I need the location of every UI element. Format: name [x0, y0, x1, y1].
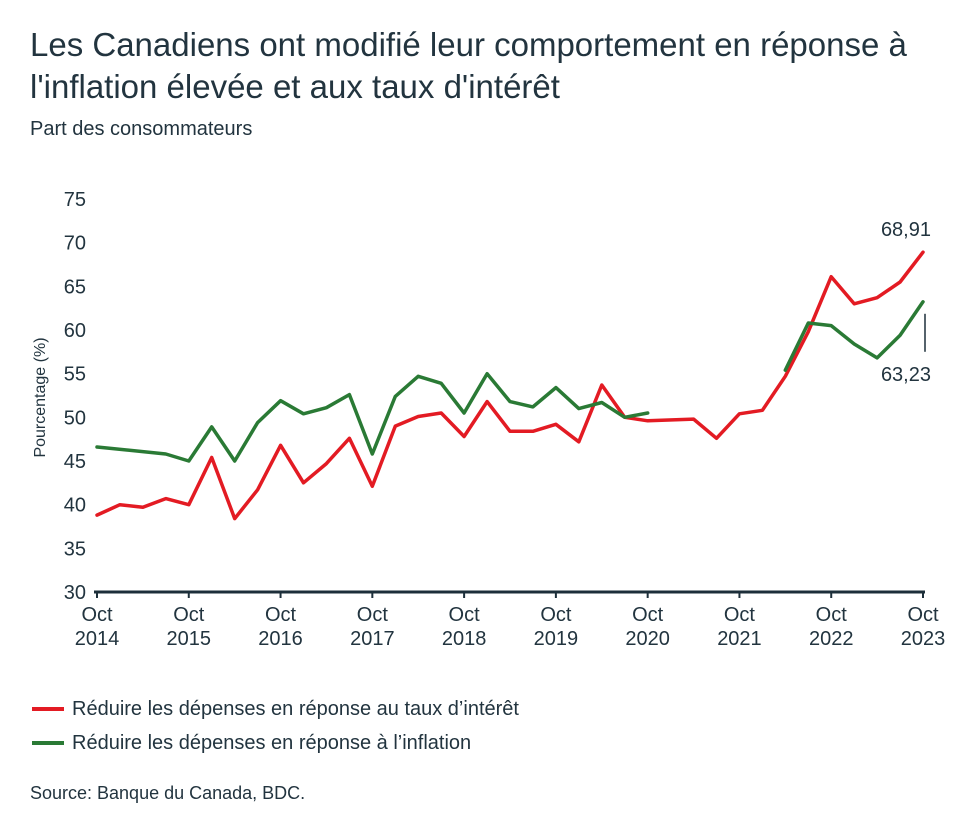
- y-tick-label: 30: [64, 582, 86, 604]
- x-tick-label-year: 2017: [350, 628, 395, 650]
- legend-swatch-inflation: [32, 741, 64, 745]
- x-tick-label-month: Oct: [816, 604, 848, 626]
- x-tick-label-year: 2023: [901, 628, 946, 650]
- x-tick-label-month: Oct: [724, 604, 756, 626]
- x-tick-label-month: Oct: [265, 604, 297, 626]
- x-tick-label-month: Oct: [632, 604, 664, 626]
- x-tick-label-year: 2014: [75, 628, 120, 650]
- legend-item-interest: Réduire les dépenses en réponse au taux …: [32, 692, 519, 726]
- y-tick-label: 35: [64, 538, 86, 560]
- y-tick-label: 55: [64, 364, 86, 386]
- y-tick-label: 50: [64, 407, 86, 429]
- x-tick-label-year: 2018: [442, 628, 487, 650]
- legend-label-interest: Réduire les dépenses en réponse au taux …: [72, 697, 519, 720]
- y-tick-label: 60: [64, 320, 86, 342]
- x-tick-label-year: 2021: [717, 628, 762, 650]
- x-tick-label-year: 2015: [167, 628, 212, 650]
- x-tick-label-month: Oct: [907, 604, 939, 626]
- x-tick-label-month: Oct: [81, 604, 113, 626]
- y-tick-label: 45: [64, 451, 86, 473]
- legend-item-inflation: Réduire les dépenses en réponse à l’infl…: [32, 726, 519, 760]
- x-tick-label-month: Oct: [449, 604, 481, 626]
- y-tick-label: 40: [64, 495, 86, 517]
- series-line-inflation: [95, 371, 650, 463]
- x-tick-label-year: 2019: [534, 628, 579, 650]
- y-axis-title: Pourcentage (%): [32, 337, 49, 457]
- y-tick-label: 70: [64, 233, 86, 255]
- data-label: 63,23: [881, 364, 931, 386]
- data-label: 68,91: [881, 219, 931, 241]
- x-tick-label-month: Oct: [357, 604, 389, 626]
- legend-swatch-interest: [32, 707, 64, 711]
- legend: Réduire les dépenses en réponse au taux …: [32, 692, 519, 760]
- chart-subtitle: Part des consommateurs: [30, 118, 253, 140]
- legend-label-inflation: Réduire les dépenses en réponse à l’infl…: [72, 731, 472, 754]
- x-tick-label-month: Oct: [540, 604, 572, 626]
- x-tick-label-year: 2022: [809, 628, 854, 650]
- x-tick-label-year: 2020: [625, 628, 670, 650]
- source-note: Source: Banque du Canada, BDC.: [30, 783, 306, 803]
- series-line-inflation: [783, 300, 925, 372]
- x-tick-label-year: 2016: [258, 628, 303, 650]
- series-line-interest: [95, 250, 925, 521]
- x-tick-label-month: Oct: [173, 604, 205, 626]
- y-tick-label: 75: [64, 189, 86, 211]
- y-tick-label: 65: [64, 276, 86, 298]
- chart-title: Les Canadiens ont modifié leur comportem…: [30, 26, 907, 105]
